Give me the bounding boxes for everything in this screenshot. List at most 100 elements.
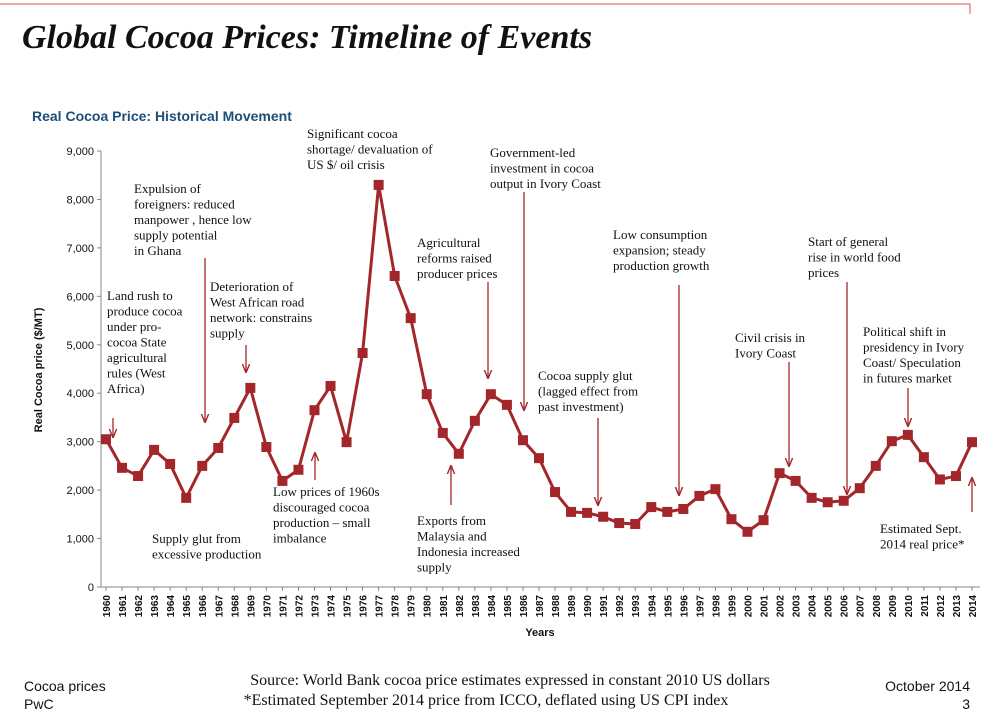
x-tick-label: 1988: [551, 595, 562, 618]
data-point: [614, 518, 625, 529]
x-tick-label: 1984: [487, 595, 498, 618]
top-rule: [0, 3, 971, 14]
data-point: [902, 429, 913, 440]
x-tick-label: 1982: [455, 595, 466, 618]
annotation-text: manpower , hence low: [134, 212, 252, 227]
data-point: [309, 405, 320, 416]
annotation-text: prices: [808, 265, 839, 280]
data-point: [662, 506, 673, 517]
data-point: [101, 434, 111, 445]
annotation-text: investment in cocoa: [490, 161, 594, 176]
annotation-text: Africa): [107, 381, 145, 396]
y-tick-label: 0: [88, 582, 94, 594]
x-tick-label: 1991: [599, 595, 610, 618]
annotation-text: production – small: [273, 515, 371, 530]
x-tick-label: 1985: [503, 595, 514, 618]
x-tick-label: 1992: [615, 595, 626, 618]
x-tick-label: 2007: [856, 595, 867, 618]
x-tick-label: 1978: [391, 595, 402, 618]
annotation-text: rules (West: [107, 366, 166, 381]
data-point: [357, 348, 368, 359]
x-tick-label: 2000: [743, 595, 754, 618]
annotation-text: produce cocoa: [107, 304, 183, 319]
data-point: [325, 380, 336, 391]
y-tick-label: 1,000: [66, 534, 94, 546]
data-point: [373, 179, 384, 190]
page-number: 3: [962, 696, 970, 712]
x-tick-label: 1999: [727, 595, 738, 618]
data-point: [165, 458, 176, 469]
footer-left: Cocoa prices: [24, 678, 106, 694]
data-point: [277, 475, 288, 486]
x-tick-label: 1981: [439, 595, 450, 618]
data-point: [790, 475, 801, 486]
data-point: [341, 437, 352, 448]
data-point: [822, 497, 833, 508]
annotation-text: rise in world food: [808, 250, 901, 265]
x-tick-label: 1979: [407, 595, 418, 618]
annotation-text: shortage/ devaluation of: [307, 142, 433, 157]
annotation-text: cocoa State: [107, 335, 167, 350]
x-axis-label: Years: [525, 627, 554, 639]
data-point: [710, 484, 721, 495]
data-point: [534, 453, 544, 464]
x-tick-label: 1969: [246, 595, 257, 618]
data-point: [806, 492, 817, 503]
x-tick-label: 2005: [824, 595, 835, 618]
y-tick-label: 3,000: [66, 437, 94, 449]
annotation-text: Low consumption: [613, 227, 708, 242]
data-point: [582, 507, 593, 518]
annotation-text: Malaysia and: [417, 529, 487, 544]
annotation-text: producer prices: [417, 266, 498, 281]
data-point: [838, 495, 849, 506]
x-tick-label: 1970: [262, 595, 273, 618]
annotation-text: Supply glut from: [152, 531, 241, 546]
annotation-text: supply: [417, 560, 452, 575]
data-point: [694, 490, 705, 501]
y-tick-label: 5,000: [66, 340, 94, 352]
x-tick-label: 1962: [134, 595, 145, 618]
x-tick-label: 1960: [102, 595, 113, 618]
x-tick-label: 2006: [840, 595, 851, 618]
x-tick-label: 1998: [711, 595, 722, 618]
annotation-text: Coast/ Speculation: [863, 355, 961, 370]
x-tick-label: 1971: [278, 595, 289, 618]
source-note: *Estimated September 2014 price from ICC…: [244, 692, 729, 709]
annotation-text: Cocoa supply glut: [538, 368, 633, 383]
annotation-text: in Ghana: [134, 243, 182, 258]
data-point: [469, 415, 480, 426]
y-tick-label: 7,000: [66, 243, 94, 255]
annotation-text: Significant cocoa: [307, 126, 398, 141]
data-point: [967, 437, 977, 448]
data-point: [918, 452, 929, 463]
x-tick-label: 1966: [198, 595, 209, 618]
data-point: [550, 487, 561, 498]
y-axis-label: Real Cocoa price ($/MT): [33, 307, 45, 432]
annotation-text: excessive production: [152, 547, 262, 562]
data-point: [566, 506, 577, 517]
annotation-text: Land rush to: [107, 288, 173, 303]
annotation-text: in futures market: [863, 371, 952, 386]
y-tick-label: 6,000: [66, 291, 94, 303]
footer-left: PwC: [24, 696, 54, 712]
annotation-text: supply: [210, 326, 245, 341]
data-point: [517, 435, 528, 446]
y-tick-label: 4,000: [66, 388, 94, 400]
data-point: [678, 504, 689, 515]
data-point: [437, 427, 448, 438]
data-point: [293, 464, 304, 475]
annotation-text: output in Ivory Coast: [490, 176, 601, 191]
x-tick-label: 2012: [936, 595, 947, 618]
annotation-text: supply potential: [134, 228, 218, 243]
annotation-text: Agricultural: [417, 235, 481, 250]
x-tick-label: 1996: [679, 595, 690, 618]
footer-date: October 2014: [885, 678, 970, 694]
x-tick-label: 1995: [663, 595, 674, 618]
data-point: [598, 511, 609, 522]
x-tick-label: 1972: [294, 595, 305, 618]
x-tick-label: 1990: [583, 595, 594, 618]
x-tick-label: 2002: [776, 595, 787, 618]
data-point: [758, 515, 769, 526]
x-tick-label: 1968: [230, 595, 241, 618]
